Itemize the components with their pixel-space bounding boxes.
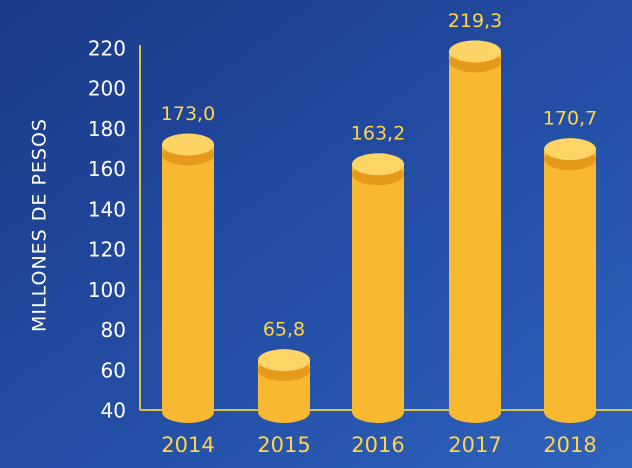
- y-tick-label: 120: [88, 238, 126, 262]
- bar-top: [352, 153, 404, 176]
- x-tick-label: 2014: [161, 433, 214, 457]
- x-tick-label: 2015: [257, 433, 310, 457]
- x-tick-label: 2018: [543, 433, 596, 457]
- y-tick-label: 140: [88, 197, 126, 221]
- y-tick-label: 180: [88, 117, 126, 141]
- y-tick-label: 60: [101, 358, 126, 382]
- y-tick-label: 220: [88, 37, 126, 61]
- value-label: 219,3: [448, 10, 502, 32]
- bar: [449, 51, 501, 412]
- bar-top: [258, 349, 310, 372]
- y-tick-label: 100: [88, 278, 126, 302]
- bar: [162, 144, 214, 412]
- y-tick-label: 40: [101, 399, 126, 423]
- bar-base: [162, 401, 214, 423]
- y-tick-label: 160: [88, 157, 126, 181]
- y-tick-label: 200: [88, 77, 126, 101]
- bar-base: [449, 401, 501, 423]
- bar-top: [449, 40, 501, 63]
- bar: [352, 164, 404, 412]
- value-label: 173,0: [161, 103, 215, 125]
- bar-base: [352, 401, 404, 423]
- y-axis-label: MILLONES DE PESOS: [29, 118, 51, 332]
- bar-base: [258, 401, 310, 423]
- value-label: 65,8: [263, 319, 305, 341]
- bar: [544, 149, 596, 413]
- x-tick-label: 2016: [351, 433, 404, 457]
- bar-top: [544, 138, 596, 161]
- x-tick-label: 2017: [448, 433, 501, 457]
- value-label: 163,2: [351, 123, 405, 145]
- bar-top: [162, 133, 214, 156]
- y-tick-label: 80: [101, 318, 126, 342]
- bar-base: [544, 401, 596, 423]
- value-label: 170,7: [543, 108, 597, 130]
